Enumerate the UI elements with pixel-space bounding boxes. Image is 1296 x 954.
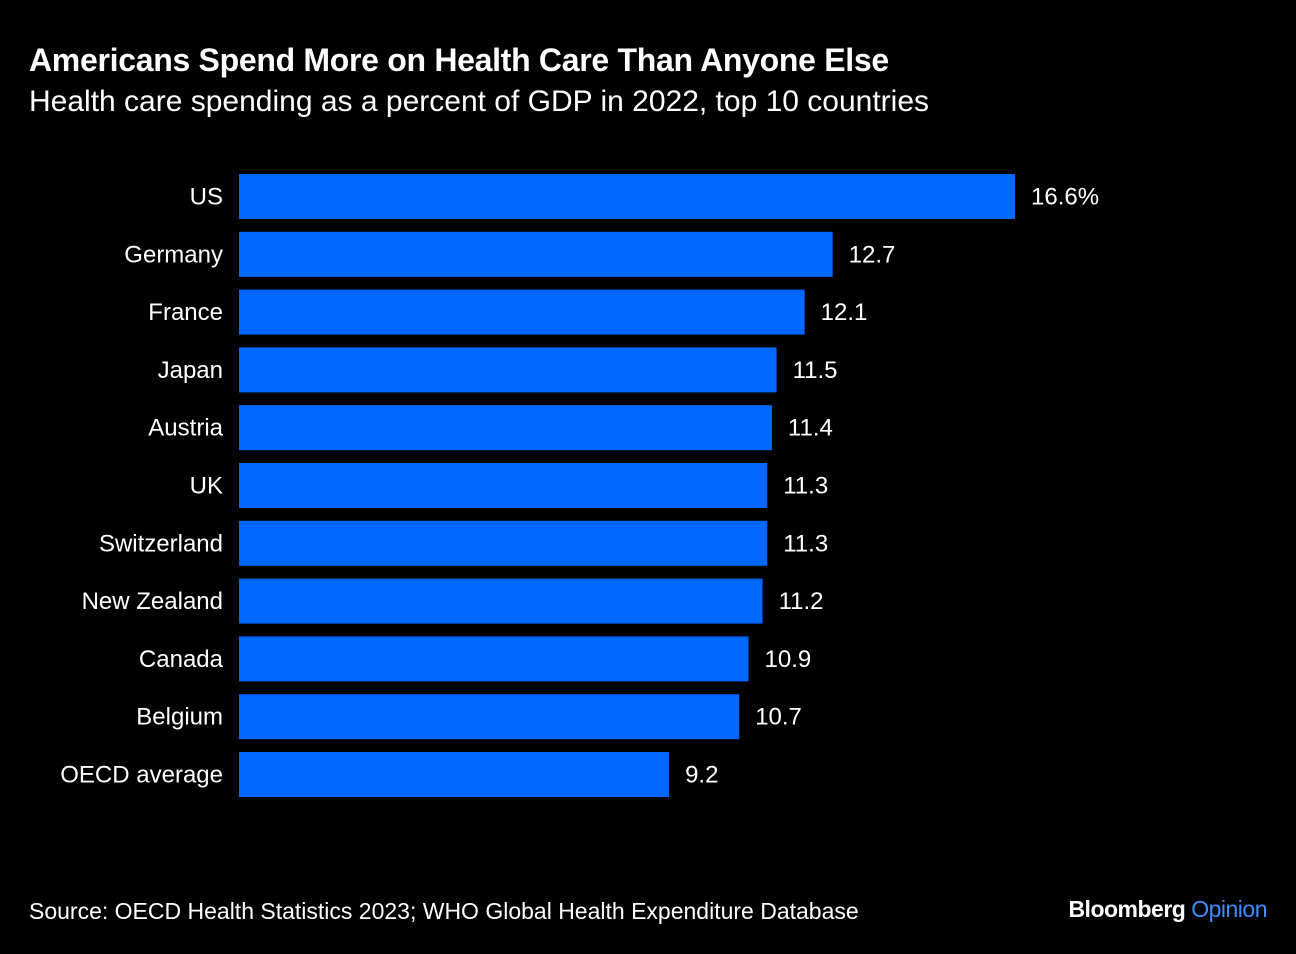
value-label: 9.2 [685, 762, 718, 789]
bar [239, 405, 772, 451]
category-label: UK [190, 473, 223, 500]
value-label: 11.5 [793, 357, 838, 384]
value-label: 11.3 [783, 530, 828, 557]
chart-title: Americans Spend More on Health Care Than… [29, 42, 889, 78]
bar [239, 578, 763, 624]
category-label: US [190, 184, 223, 211]
value-label: 12.7 [849, 241, 896, 268]
bar [239, 347, 777, 393]
bar [239, 289, 805, 335]
brand-opinion: Opinion [1191, 896, 1267, 922]
value-label: 11.4 [788, 415, 833, 442]
brand-bloomberg: Bloomberg [1068, 896, 1186, 922]
source-note: Source: OECD Health Statistics 2023; WHO… [29, 898, 859, 924]
bar [239, 174, 1015, 219]
bar [239, 752, 670, 797]
category-label: Japan [158, 357, 223, 384]
category-label: Austria [148, 415, 223, 442]
category-label: OECD average [60, 762, 223, 789]
category-label: Belgium [136, 704, 223, 731]
value-label: 16.6% [1031, 184, 1099, 211]
value-label: 11.2 [779, 588, 824, 615]
value-label: 12.1 [821, 299, 868, 326]
bar [239, 231, 833, 277]
chart-subtitle: Health care spending as a percent of GDP… [29, 85, 930, 118]
bloomberg-opinion-logo: Bloomberg Opinion [1068, 896, 1267, 923]
bar [239, 636, 749, 682]
value-label: 10.9 [765, 646, 812, 673]
bar [239, 520, 768, 566]
bar [239, 694, 740, 740]
category-label: New Zealand [82, 588, 223, 615]
category-label: Canada [139, 646, 224, 673]
category-label: Germany [124, 241, 223, 268]
category-label: Switzerland [99, 530, 223, 557]
value-label: 11.3 [783, 473, 828, 500]
bar [239, 463, 768, 508]
value-label: 10.7 [755, 704, 802, 731]
category-label: France [148, 299, 223, 326]
